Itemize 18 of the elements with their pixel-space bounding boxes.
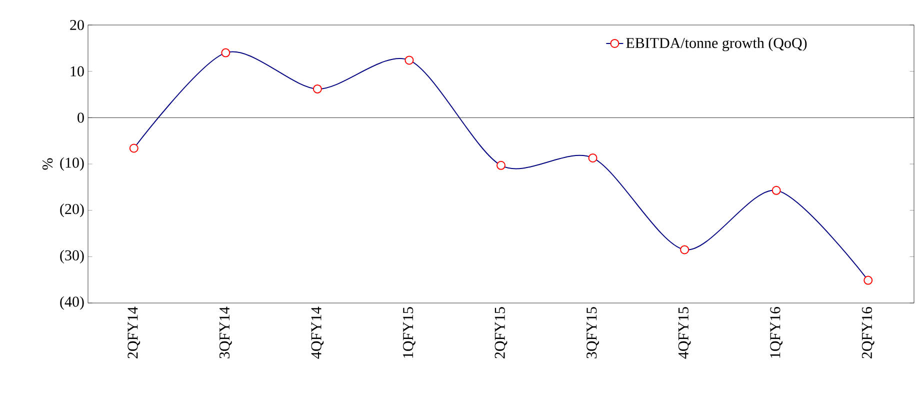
y-tick-label: (10): [60, 157, 84, 171]
x-tick-label: 3QFY14: [219, 306, 232, 358]
y-tick-label: 0: [78, 112, 84, 123]
y-tick-label: (40): [60, 296, 84, 310]
x-tick-label: 2QFY14: [128, 306, 140, 358]
y-tick-label: (20): [60, 204, 84, 218]
x-tick-label: 1QFY15: [403, 307, 416, 358]
y-tick-label: 10: [70, 66, 84, 76]
legend-label: EBITDA/tonne growth (QoQ): [626, 38, 807, 52]
x-tick-label: 1QFY16: [770, 306, 783, 358]
x-tick-label: 4QFY14: [311, 306, 324, 359]
x-tick-label: 2QFY15: [494, 307, 508, 358]
x-tick-label: 4QFY15: [678, 307, 691, 359]
y-axis-title: %: [42, 158, 53, 170]
x-tick-label: 3QFY15: [586, 307, 599, 358]
y-tick-label: (30): [60, 250, 84, 264]
y-tick-label: 20: [70, 20, 84, 30]
x-tick-label: 2QFY16: [862, 306, 874, 358]
